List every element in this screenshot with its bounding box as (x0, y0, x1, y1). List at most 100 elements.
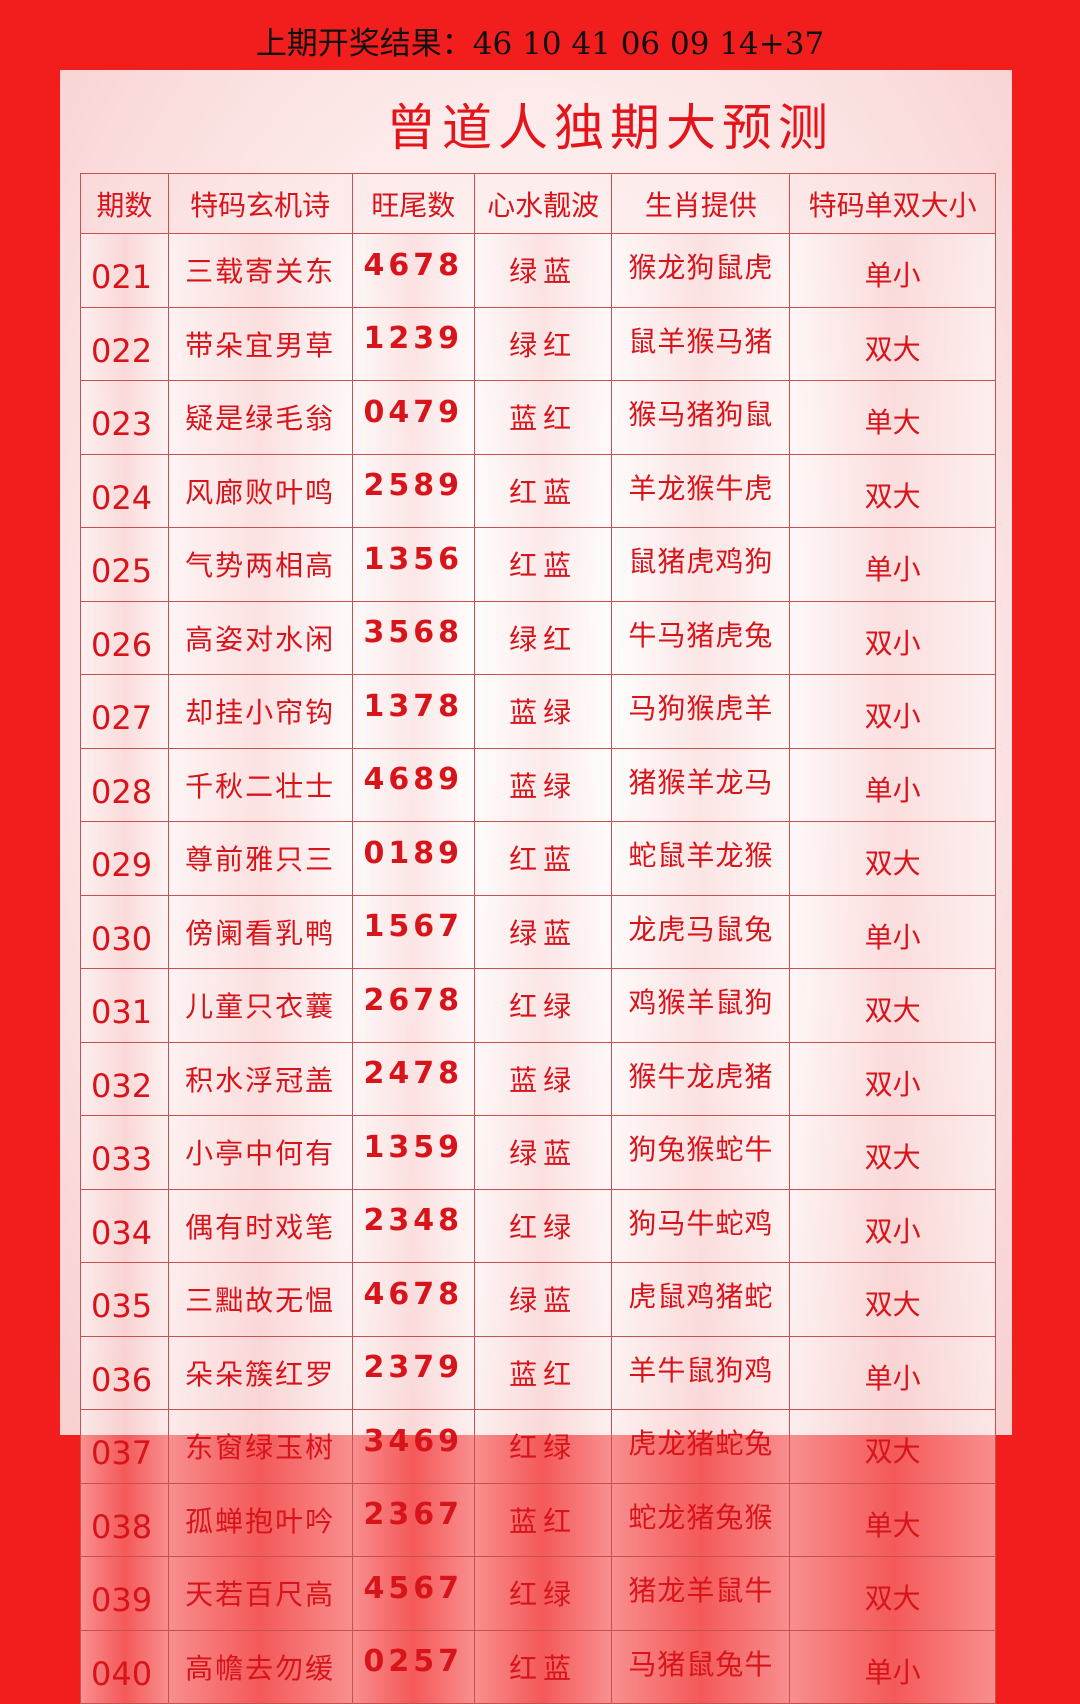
issue-cell: 033 (80, 1115, 169, 1190)
poem-cell: 积水浮冠盖 (167, 1041, 353, 1116)
odd-even-size-cell: 单小 (789, 233, 996, 308)
tail-numbers-cell: 2348 (351, 1188, 475, 1263)
table-row: 037 东窗绿玉树 3469 红绿 虎龙猪蛇兔 双大 (80, 1409, 996, 1484)
poem-cell: 三载寄关东 (167, 233, 353, 308)
tail-numbers-cell: 1567 (351, 894, 475, 969)
odd-even-size-cell: 单小 (789, 1335, 996, 1410)
wave-color-cell: 蓝绿 (473, 747, 613, 822)
wave-color-cell: 绿红 (473, 306, 613, 381)
wave-color-cell: 绿蓝 (473, 233, 613, 308)
wave-color-cell: 绿红 (473, 600, 613, 675)
issue-cell: 038 (80, 1482, 169, 1557)
tail-numbers-cell: 1359 (351, 1115, 475, 1190)
poem-cell: 千秋二壮士 (167, 747, 353, 822)
wave-color-cell: 红绿 (473, 1188, 613, 1263)
poem-cell: 高姿对水闲 (167, 600, 353, 675)
last-draw-result: 上期开奖结果：46 10 41 06 09 14+37 (255, 26, 825, 62)
wave-color-cell: 绿蓝 (473, 894, 613, 969)
tail-numbers-cell: 2678 (351, 968, 475, 1043)
zodiac-cell: 鼠羊猴马猪 (611, 306, 791, 381)
wave-color-cell: 红绿 (473, 1556, 613, 1631)
odd-even-size-cell: 双小 (789, 600, 996, 675)
poem-cell: 气势两相高 (167, 527, 353, 602)
issue-cell: 039 (80, 1556, 169, 1631)
table-row: 021 三载寄关东 4678 绿蓝 猴龙狗鼠虎 单小 (80, 233, 996, 308)
zodiac-cell: 马狗猴虎羊 (611, 674, 791, 749)
odd-even-size-cell: 单小 (789, 747, 996, 822)
zodiac-cell: 马猪鼠兔牛 (611, 1629, 791, 1704)
tail-numbers-cell: 2589 (351, 453, 475, 528)
odd-even-size-cell: 双大 (789, 1556, 996, 1631)
tail-numbers-cell: 0479 (351, 380, 475, 455)
tail-numbers-cell: 1239 (351, 306, 475, 381)
table-row: 025 气势两相高 1356 红蓝 鼠猪虎鸡狗 单小 (80, 527, 996, 602)
poem-cell: 儿童只衣蘘 (167, 968, 353, 1043)
wave-color-cell: 蓝绿 (473, 674, 613, 749)
wave-color-cell: 蓝红 (473, 1482, 613, 1557)
table-header: 期数 特码玄机诗 旺尾数 心水靓波 生肖提供 特码单双大小 (80, 173, 996, 234)
table-row: 023 疑是绿毛翁 0479 蓝红 猴马猪狗鼠 单大 (80, 380, 996, 455)
tail-numbers-cell: 4567 (351, 1556, 475, 1631)
issue-cell: 024 (80, 453, 169, 528)
poem-cell: 傍阑看乳鸭 (167, 894, 353, 969)
wave-color-cell: 绿蓝 (473, 1262, 613, 1337)
table-row: 034 偶有时戏笔 2348 红绿 狗马牛蛇鸡 双小 (80, 1188, 996, 1263)
tail-numbers-cell: 3469 (351, 1409, 475, 1484)
zodiac-cell: 鼠猪虎鸡狗 (611, 527, 791, 602)
wave-color-cell: 蓝红 (473, 380, 613, 455)
odd-even-size-cell: 单大 (789, 1482, 996, 1557)
poem-cell: 疑是绿毛翁 (167, 380, 353, 455)
zodiac-cell: 猴马猪狗鼠 (611, 380, 791, 455)
odd-even-size-cell: 双大 (789, 453, 996, 528)
table-row: 022 带朵宜男草 1239 绿红 鼠羊猴马猪 双大 (80, 306, 996, 381)
issue-cell: 031 (80, 968, 169, 1043)
issue-cell: 037 (80, 1409, 169, 1484)
zodiac-cell: 猪龙羊鼠牛 (611, 1556, 791, 1631)
odd-even-size-cell: 双小 (789, 674, 996, 749)
odd-even-size-cell: 双大 (789, 968, 996, 1043)
tail-numbers-cell: 4689 (351, 747, 475, 822)
table-row: 027 却挂小帘钩 1378 蓝绿 马狗猴虎羊 双小 (80, 674, 996, 749)
issue-cell: 036 (80, 1335, 169, 1410)
odd-even-size-cell: 双大 (789, 1115, 996, 1190)
table-row: 031 儿童只衣蘘 2678 红绿 鸡猴羊鼠狗 双大 (80, 968, 996, 1043)
issue-cell: 025 (80, 527, 169, 602)
tail-numbers-cell: 1356 (351, 527, 475, 602)
odd-even-size-cell: 单大 (789, 380, 996, 455)
zodiac-cell: 鸡猴羊鼠狗 (611, 968, 791, 1043)
table-row: 040 高幨去勿缓 0257 红蓝 马猪鼠兔牛 单小 (80, 1629, 996, 1704)
prediction-table: 期数 特码玄机诗 旺尾数 心水靓波 生肖提供 特码单双大小 021 三载寄关东 46… (80, 173, 996, 1704)
table-row: 030 傍阑看乳鸭 1567 绿蓝 龙虎马鼠兔 单小 (80, 894, 996, 969)
tail-numbers-cell: 2367 (351, 1482, 475, 1557)
poem-cell: 偶有时戏笔 (167, 1188, 353, 1263)
zodiac-cell: 龙虎马鼠兔 (611, 894, 791, 969)
odd-even-size-cell: 单小 (789, 1629, 996, 1704)
table-row: 035 三黜故无愠 4678 绿蓝 虎鼠鸡猪蛇 双大 (80, 1262, 996, 1337)
odd-even-size-cell: 双大 (789, 1409, 996, 1484)
zodiac-cell: 狗马牛蛇鸡 (611, 1188, 791, 1263)
tail-numbers-cell: 4678 (351, 1262, 475, 1337)
poem-cell: 小亭中何有 (167, 1115, 353, 1190)
odd-even-size-cell: 双小 (789, 1188, 996, 1263)
tail-numbers-cell: 3568 (351, 600, 475, 675)
poem-cell: 尊前雅只三 (167, 821, 353, 896)
issue-cell: 029 (80, 821, 169, 896)
zodiac-cell: 蛇鼠羊龙猴 (611, 821, 791, 896)
table-row: 032 积水浮冠盖 2478 蓝绿 猴牛龙虎猪 双小 (80, 1041, 996, 1116)
zodiac-cell: 狗兔猴蛇牛 (611, 1115, 791, 1190)
table-row: 036 朵朵簇红罗 2379 蓝红 羊牛鼠狗鸡 单小 (80, 1335, 996, 1410)
odd-even-size-cell: 双小 (789, 1041, 996, 1116)
zodiac-cell: 牛马猪虎兔 (611, 600, 791, 675)
odd-even-size-cell: 双大 (789, 821, 996, 896)
header-wave-color: 心水靓波 (473, 173, 613, 234)
poem-cell: 带朵宜男草 (167, 306, 353, 381)
header-zodiac: 生肖提供 (611, 173, 791, 234)
header-tail-numbers: 旺尾数 (351, 173, 475, 234)
issue-cell: 034 (80, 1188, 169, 1263)
tail-numbers-cell: 1378 (351, 674, 475, 749)
tail-numbers-cell: 0189 (351, 821, 475, 896)
wave-color-cell: 红蓝 (473, 527, 613, 602)
poem-cell: 高幨去勿缓 (167, 1629, 353, 1704)
zodiac-cell: 蛇龙猪兔猴 (611, 1482, 791, 1557)
issue-cell: 022 (80, 306, 169, 381)
